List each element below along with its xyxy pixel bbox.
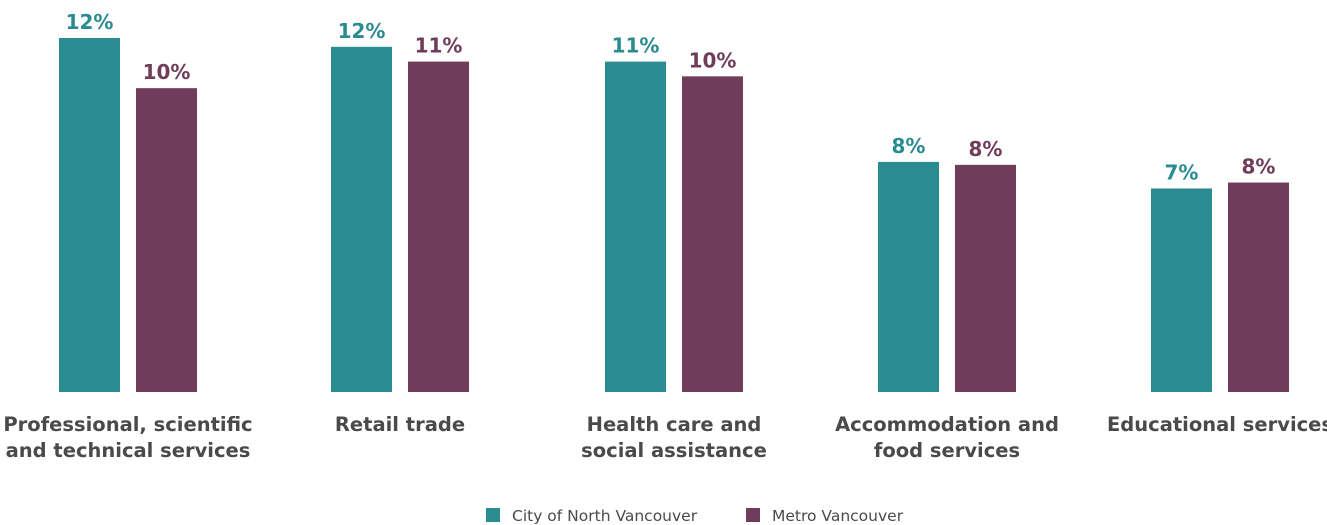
bar-north-vancouver-2 xyxy=(605,61,666,392)
value-label: 8% xyxy=(892,134,926,158)
legend-swatch xyxy=(486,508,500,522)
bar-north-vancouver-3 xyxy=(878,161,939,392)
bar-metro-vancouver-0 xyxy=(136,88,197,393)
category-label: social assistance xyxy=(581,439,767,462)
value-labels-group: 12% 10% 12% 11% 11% 10% 8% 8% 7% 8% xyxy=(66,10,1276,184)
category-label: Accommodation and xyxy=(835,413,1059,436)
category-label: Educational services xyxy=(1107,413,1327,436)
legend-swatch xyxy=(746,508,760,522)
bar-metro-vancouver-4 xyxy=(1228,182,1289,392)
bars-group xyxy=(59,38,1289,393)
legend-label: Metro Vancouver xyxy=(772,507,904,525)
bar-north-vancouver-4 xyxy=(1151,188,1212,392)
bar-metro-vancouver-1 xyxy=(408,61,469,392)
value-label: 10% xyxy=(689,48,737,72)
category-label: Professional, scientific xyxy=(3,413,252,436)
category-labels-group: Professional, scientific and technical se… xyxy=(3,413,1327,462)
bar-north-vancouver-0 xyxy=(59,38,120,392)
legend: City of North Vancouver Metro Vancouver xyxy=(486,507,904,525)
bar-north-vancouver-1 xyxy=(331,46,392,392)
bar-metro-vancouver-2 xyxy=(682,76,743,392)
value-label: 11% xyxy=(612,34,660,58)
category-label: Retail trade xyxy=(335,413,465,436)
legend-label: City of North Vancouver xyxy=(512,507,698,525)
value-label: 7% xyxy=(1165,160,1199,184)
value-label: 8% xyxy=(969,137,1003,161)
value-label: 12% xyxy=(338,19,386,43)
category-label: and technical services xyxy=(6,439,251,462)
value-label: 12% xyxy=(66,10,114,34)
value-label: 11% xyxy=(415,34,463,58)
category-label: Health care and xyxy=(587,413,762,436)
bar-metro-vancouver-3 xyxy=(955,164,1016,392)
value-label: 10% xyxy=(143,60,191,84)
value-label: 8% xyxy=(1242,155,1276,179)
category-label: food services xyxy=(874,439,1020,462)
